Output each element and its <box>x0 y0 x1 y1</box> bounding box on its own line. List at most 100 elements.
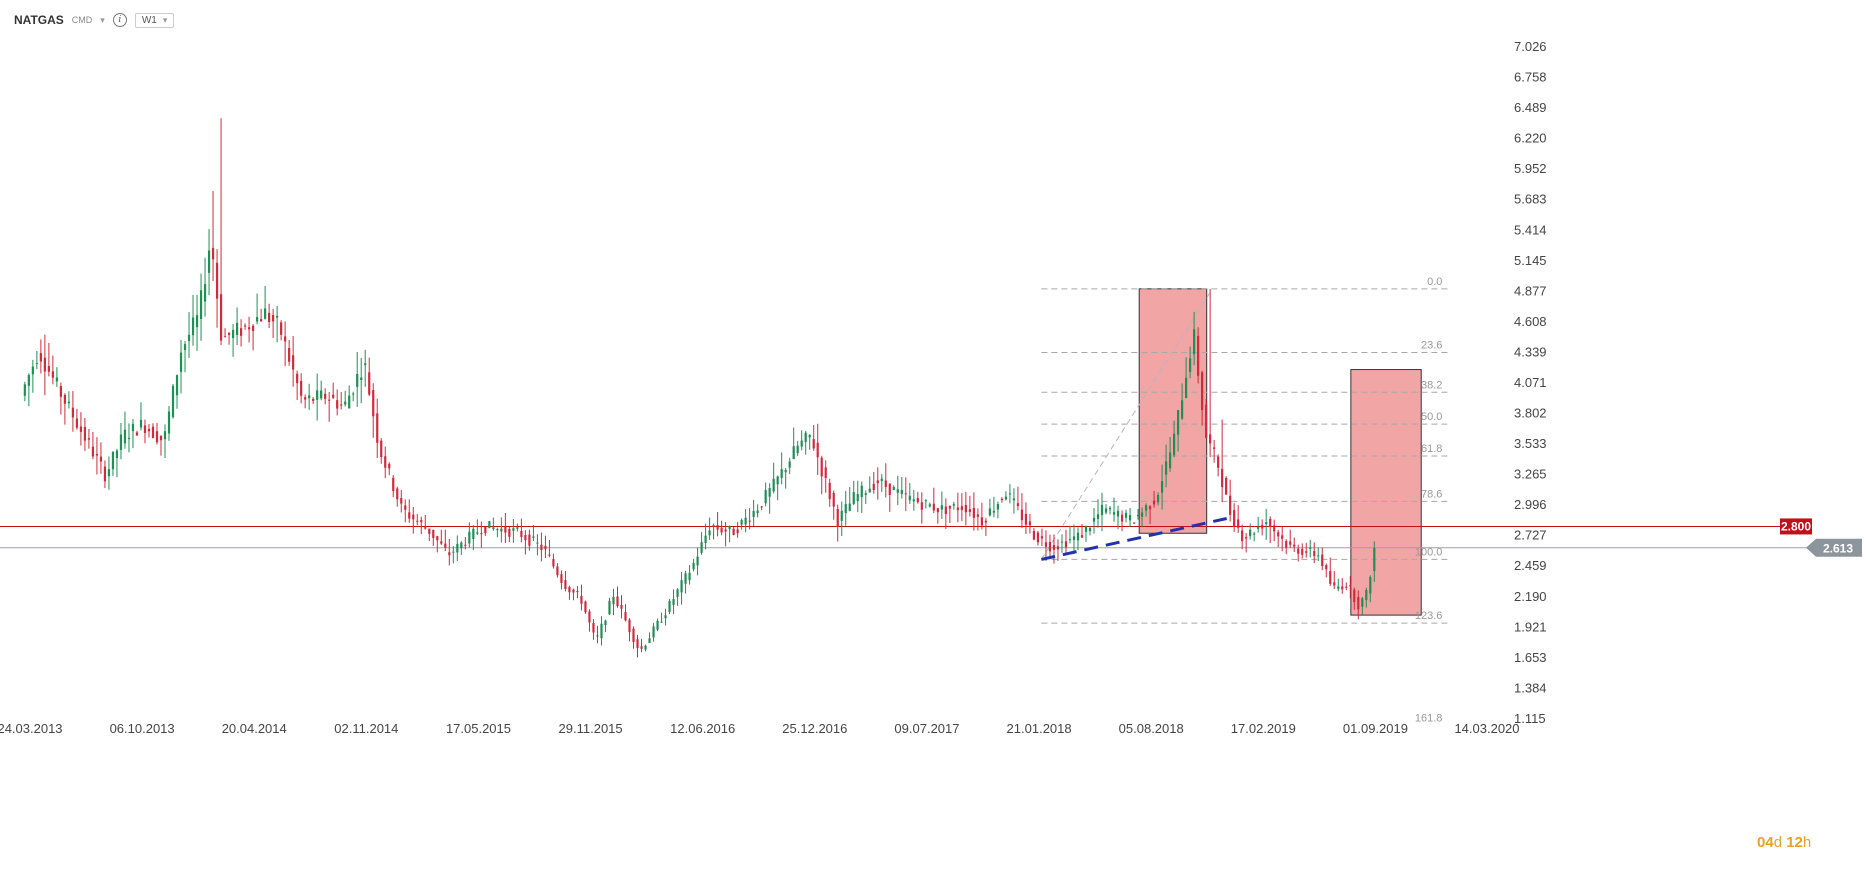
candle-down <box>636 634 639 658</box>
timeframe-select[interactable]: W1 ▾ <box>134 12 175 28</box>
candle-body <box>984 520 987 523</box>
candle-down <box>1341 578 1344 594</box>
candle-up <box>992 496 995 518</box>
candle-body <box>1140 512 1144 517</box>
candle-body <box>412 514 415 520</box>
candle-body <box>736 529 739 534</box>
candle-down <box>260 308 263 322</box>
candle-body <box>195 315 199 328</box>
candle-up <box>472 525 475 551</box>
price-tick-label: 2.727 <box>1514 528 1547 543</box>
candle-down <box>956 492 959 523</box>
date-tick-label: 05.08.2018 <box>1119 721 1184 736</box>
candle-down <box>336 389 339 416</box>
highlight-box <box>1350 369 1422 616</box>
candle-body <box>960 506 963 510</box>
trend-lines <box>1041 517 1228 561</box>
candle-body <box>312 398 315 401</box>
candle-body <box>504 526 507 533</box>
candle-up <box>860 481 863 513</box>
price-tick-label: 2.996 <box>1514 497 1547 512</box>
candle-up <box>600 616 603 646</box>
candle-body <box>352 393 355 395</box>
candle-down <box>592 619 595 640</box>
candle-body <box>344 401 347 405</box>
candle-body <box>179 352 183 372</box>
symbol-chevron-down-icon[interactable]: ▾ <box>100 14 105 25</box>
candle-down <box>624 604 627 622</box>
candle-down <box>71 391 75 432</box>
candle-down <box>548 540 551 558</box>
candle-body <box>700 542 703 553</box>
candle-body <box>1080 535 1084 538</box>
candle-body <box>1265 522 1268 525</box>
candle-up <box>127 423 131 453</box>
candle-down <box>1056 539 1060 561</box>
candle-body <box>796 445 799 454</box>
candle-body <box>472 528 475 540</box>
candle-body <box>1333 582 1336 586</box>
candle-down <box>584 600 587 614</box>
candle-body <box>336 400 339 409</box>
candle-body <box>812 439 815 449</box>
fib-level-label: 0.0 <box>1427 276 1442 288</box>
candle-body <box>508 528 511 537</box>
candle-up <box>940 491 943 520</box>
candle-body <box>27 375 30 386</box>
date-tick-label: 25.12.2016 <box>782 721 847 736</box>
candle-body <box>392 477 395 492</box>
candle-body <box>544 545 547 550</box>
date-tick-label: 21.01.2018 <box>1007 721 1072 736</box>
candle-body <box>820 457 823 477</box>
candle-body <box>1004 496 1008 500</box>
candle-body <box>247 327 251 330</box>
candle-up <box>908 482 911 505</box>
candle-up <box>800 430 803 451</box>
candle-down <box>83 417 87 451</box>
symbol-label[interactable]: NATGAS <box>14 13 64 27</box>
candle-body <box>644 645 647 650</box>
candle-body <box>1144 505 1148 511</box>
candle-down <box>828 478 831 507</box>
candle-up <box>740 518 743 530</box>
candle-up <box>880 474 883 492</box>
candle-body <box>788 461 791 468</box>
candle-down <box>552 553 555 569</box>
date-tick-label: 14.03.2020 <box>1454 721 1519 736</box>
candle-body <box>123 429 127 444</box>
candle-down <box>520 518 523 543</box>
candle-body <box>484 526 487 534</box>
candle-up <box>1168 436 1172 472</box>
candle-down <box>75 408 79 430</box>
candle-down <box>79 412 83 446</box>
candle-body <box>416 520 419 522</box>
candle-body <box>199 290 203 319</box>
candle-up <box>868 476 871 493</box>
candle-up <box>348 385 351 409</box>
price-axis: 7.026 6.758 6.489 6.220 5.952 5.683 5.414 5.145… <box>1514 39 1547 726</box>
candle-body <box>808 434 811 438</box>
candle-down <box>1357 590 1360 620</box>
candle-up <box>199 273 203 341</box>
candle-down <box>1201 370 1204 426</box>
candle-body <box>59 386 62 397</box>
candle-body <box>231 329 235 339</box>
candle-down <box>268 303 271 329</box>
candle-body <box>1128 515 1132 521</box>
candle-up <box>1128 508 1132 527</box>
candle-down <box>1000 497 1004 503</box>
candle-body <box>868 488 871 493</box>
candle-down <box>388 462 391 476</box>
candle-body <box>908 495 911 501</box>
candle-down <box>1016 486 1020 511</box>
candle-up <box>67 391 71 409</box>
info-icon[interactable]: i <box>112 13 127 27</box>
candle-down <box>1032 528 1036 541</box>
price-tick-label: 6.220 <box>1514 131 1547 146</box>
candle-down <box>528 529 531 551</box>
candle-body <box>372 390 375 417</box>
candle-down <box>251 324 255 351</box>
candle-body <box>516 527 519 529</box>
candle-body <box>284 336 287 342</box>
